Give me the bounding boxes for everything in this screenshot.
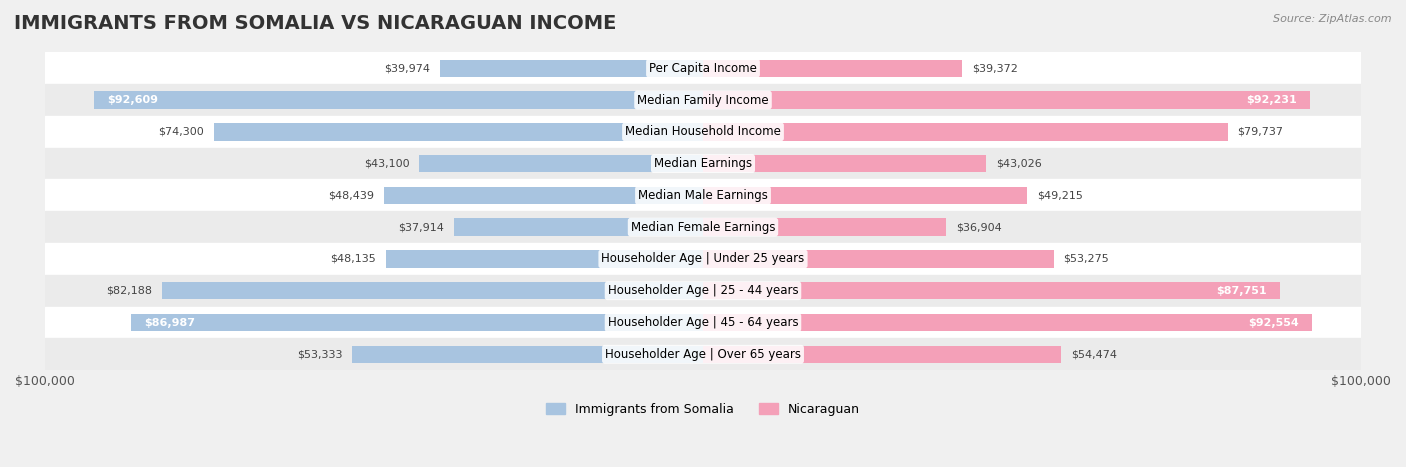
Bar [703,250,1053,268]
Bar [703,123,1227,141]
Text: $36,904: $36,904 [956,222,1001,232]
Text: $53,333: $53,333 [297,349,342,359]
Text: Source: ZipAtlas.com: Source: ZipAtlas.com [1274,14,1392,24]
Text: Householder Age | Under 25 years: Householder Age | Under 25 years [602,253,804,265]
Text: $48,135: $48,135 [330,254,377,264]
Bar [703,314,1312,331]
Bar [703,346,1062,363]
Text: $48,439: $48,439 [329,191,374,200]
Text: Householder Age | 45 - 64 years: Householder Age | 45 - 64 years [607,316,799,329]
Bar [45,243,1361,275]
Bar [703,91,1310,109]
Text: $92,231: $92,231 [1246,95,1296,105]
Text: $54,474: $54,474 [1071,349,1118,359]
Text: $87,751: $87,751 [1216,286,1267,296]
Text: $79,737: $79,737 [1237,127,1284,137]
Text: $82,188: $82,188 [107,286,152,296]
Text: $49,215: $49,215 [1036,191,1083,200]
Bar [454,219,703,236]
Text: Median Household Income: Median Household Income [626,125,780,138]
Text: $37,914: $37,914 [398,222,444,232]
Bar [45,179,1361,211]
Text: $86,987: $86,987 [143,318,195,327]
Bar [45,307,1361,339]
Bar [94,91,703,109]
Text: Median Earnings: Median Earnings [654,157,752,170]
Text: $53,275: $53,275 [1063,254,1109,264]
Bar [45,116,1361,148]
Text: $39,372: $39,372 [972,63,1018,73]
Text: $43,026: $43,026 [995,159,1042,169]
Bar [703,155,986,172]
Text: $92,554: $92,554 [1249,318,1299,327]
Bar [352,346,703,363]
Text: Per Capita Income: Per Capita Income [650,62,756,75]
Text: $92,609: $92,609 [107,95,157,105]
Bar [703,282,1281,299]
Bar [384,187,703,204]
Bar [419,155,703,172]
Text: Householder Age | 25 - 44 years: Householder Age | 25 - 44 years [607,284,799,297]
Bar [703,219,946,236]
Text: $43,100: $43,100 [364,159,409,169]
Text: $74,300: $74,300 [159,127,204,137]
Bar [703,187,1026,204]
Text: Median Male Earnings: Median Male Earnings [638,189,768,202]
Text: Householder Age | Over 65 years: Householder Age | Over 65 years [605,348,801,361]
Text: $39,974: $39,974 [384,63,430,73]
Legend: Immigrants from Somalia, Nicaraguan: Immigrants from Somalia, Nicaraguan [541,398,865,421]
Bar [45,84,1361,116]
Bar [387,250,703,268]
Bar [214,123,703,141]
Bar [45,339,1361,370]
Bar [131,314,703,331]
Bar [440,59,703,77]
Text: Median Female Earnings: Median Female Earnings [631,221,775,234]
Bar [45,148,1361,179]
Bar [703,59,962,77]
Bar [162,282,703,299]
Bar [45,52,1361,84]
Bar [45,211,1361,243]
Text: Median Family Income: Median Family Income [637,93,769,106]
Bar [45,275,1361,307]
Text: IMMIGRANTS FROM SOMALIA VS NICARAGUAN INCOME: IMMIGRANTS FROM SOMALIA VS NICARAGUAN IN… [14,14,616,33]
